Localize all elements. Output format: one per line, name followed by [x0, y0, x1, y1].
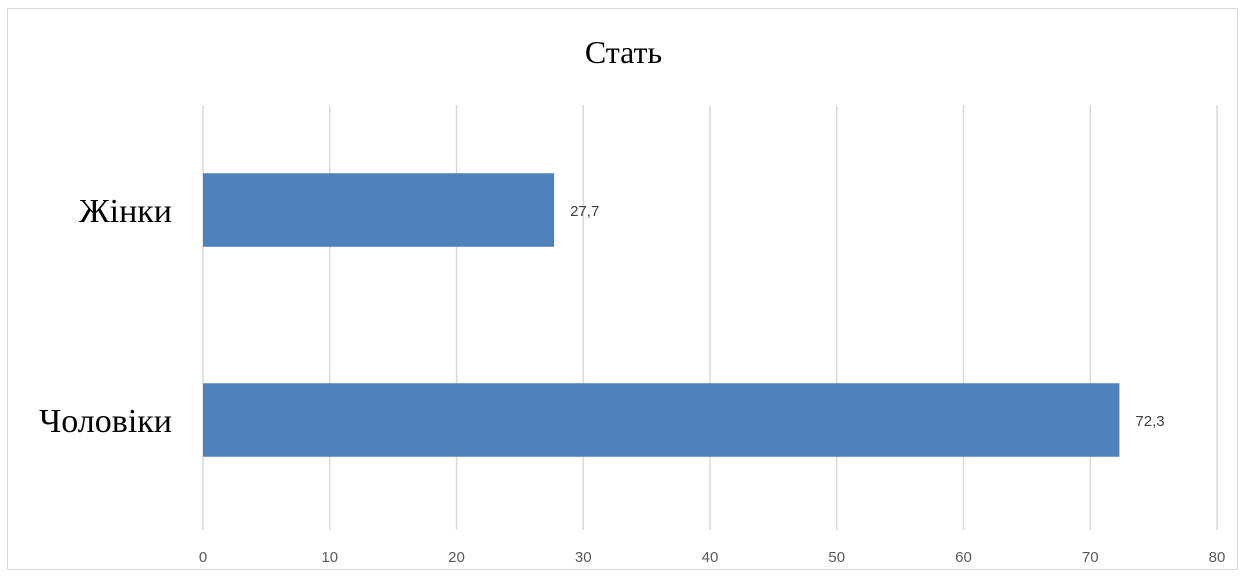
- chart-area: [7, 8, 1238, 570]
- chart-title: Стать: [584, 34, 663, 70]
- bar: [203, 383, 1120, 457]
- gridlines: [202, 105, 1218, 530]
- x-tick-label: 50: [828, 549, 845, 566]
- bar: [203, 173, 555, 247]
- bars: [203, 173, 1120, 457]
- x-tick-label: 70: [1082, 549, 1099, 566]
- data-label: 72,3: [1135, 413, 1164, 430]
- x-tick-label: 60: [955, 549, 972, 566]
- x-tick-label: 40: [702, 549, 719, 566]
- data-labels: 27,7 72,3: [570, 203, 1165, 430]
- data-label: 27,7: [570, 203, 599, 220]
- tick-labels: 0 10 20 30 40 50 60 70 80: [199, 549, 1226, 566]
- category-label: Чоловіки: [39, 403, 172, 440]
- x-tick-label: 30: [575, 549, 592, 566]
- x-tick-label: 10: [321, 549, 338, 566]
- x-tick-label: 80: [1209, 549, 1226, 566]
- category-label: Жінки: [79, 193, 172, 230]
- x-tick-label: 0: [199, 549, 207, 566]
- category-labels: Жінки Чоловіки: [39, 193, 172, 440]
- x-tick-label: 20: [448, 549, 465, 566]
